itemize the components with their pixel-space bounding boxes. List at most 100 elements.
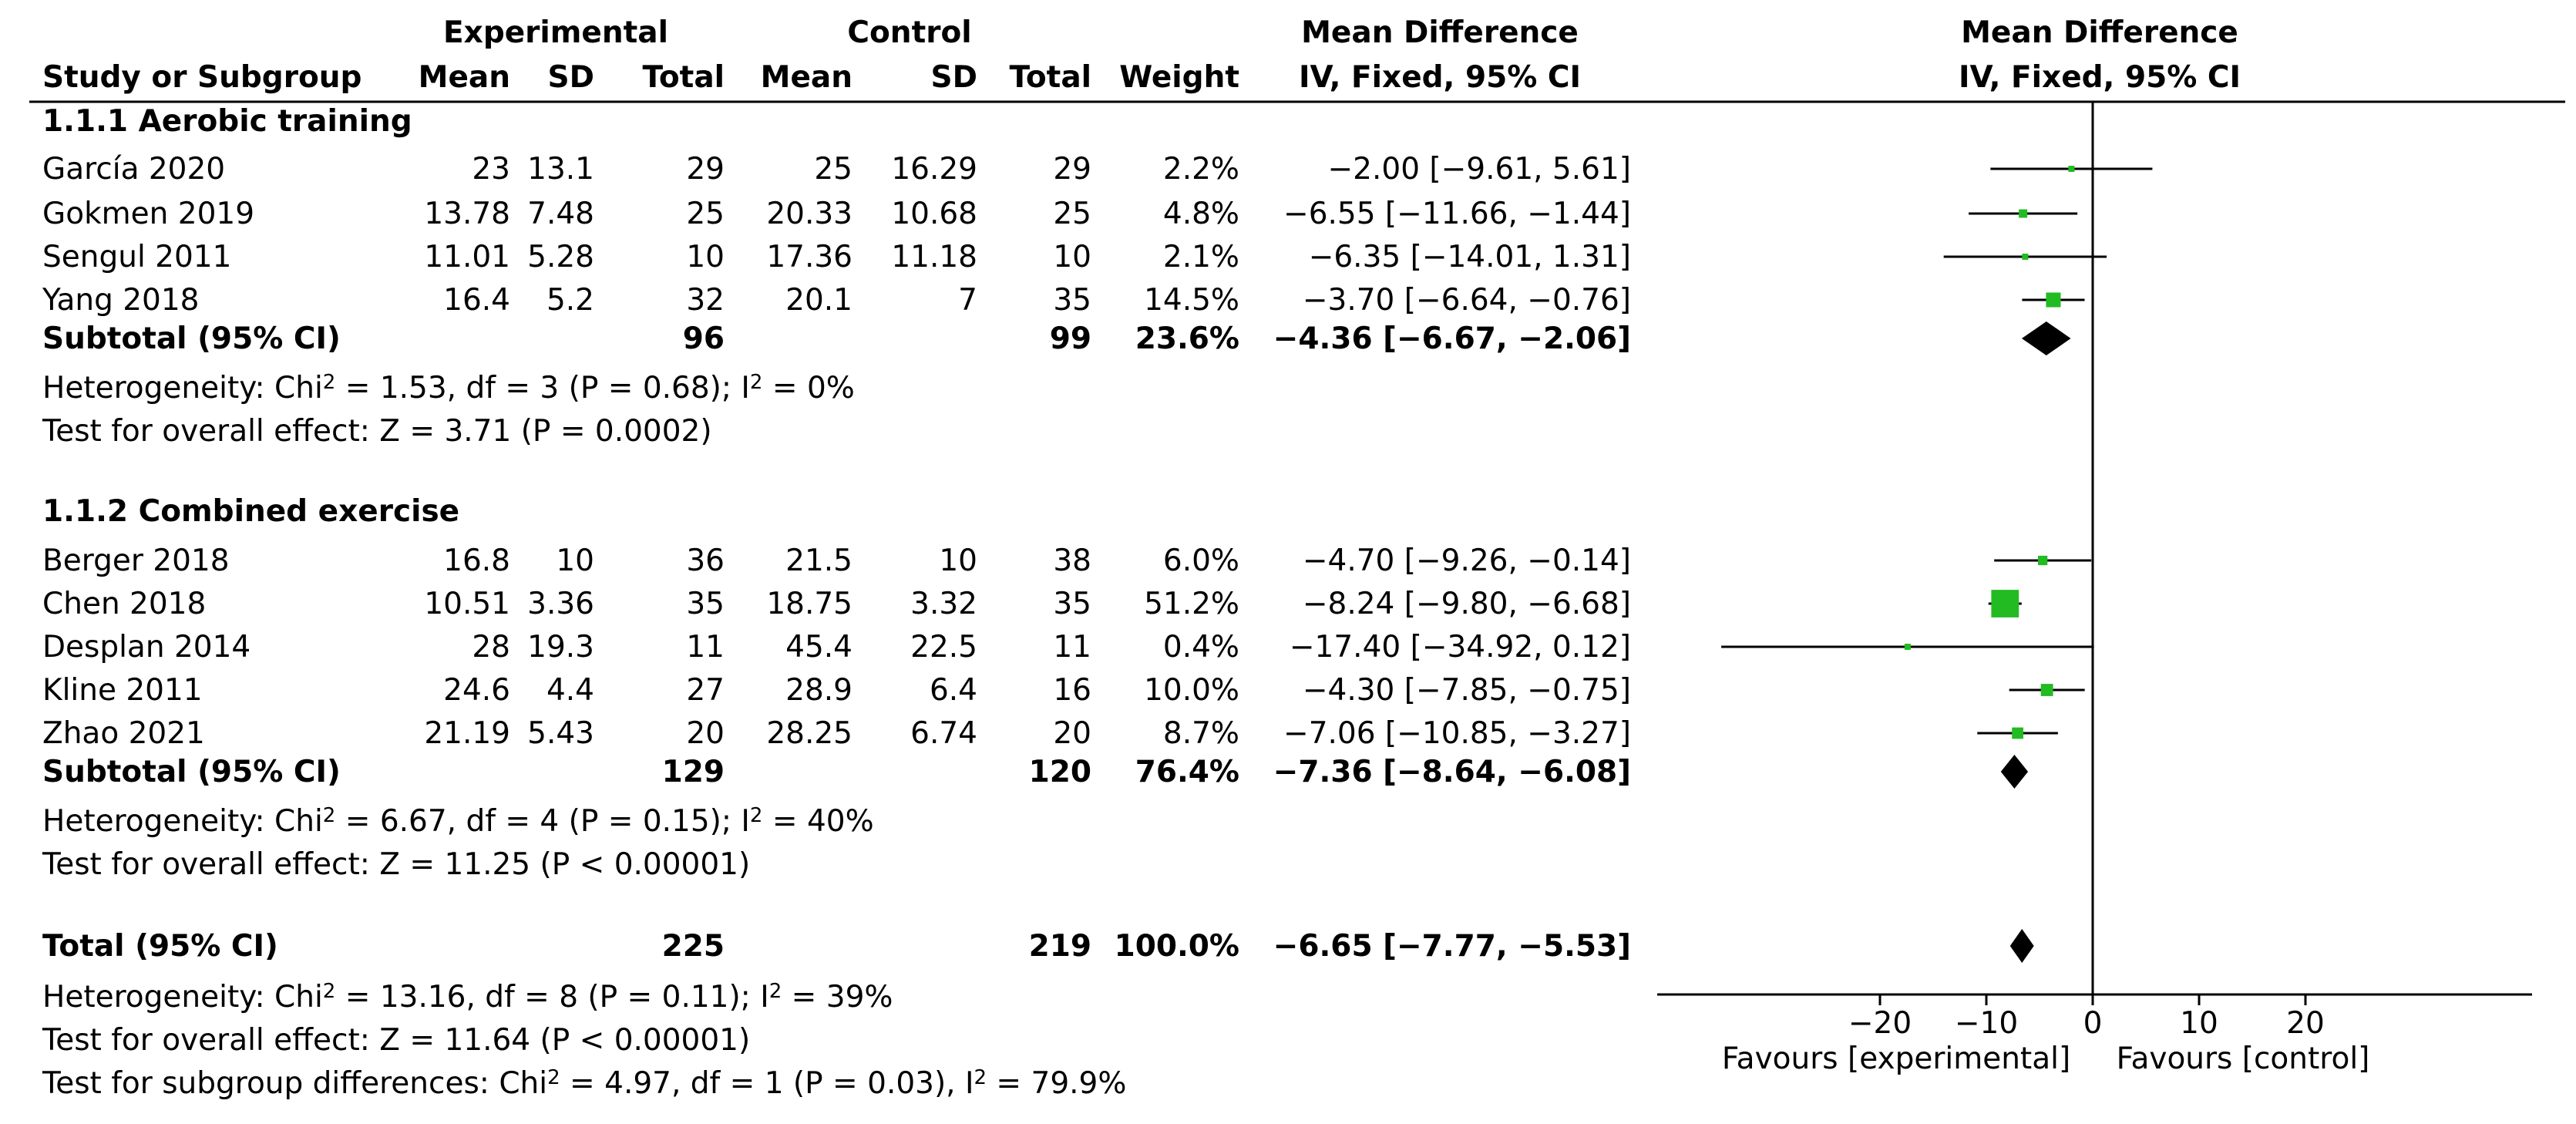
pooled-label: Subtotal (95% CI) (42, 321, 341, 356)
pooled-label: Total (95% CI) (42, 929, 278, 964)
mean1-cell: 28 (472, 630, 510, 665)
mean1-cell: 10.51 (424, 587, 510, 621)
experimental-group-header: Experimental (443, 15, 668, 50)
mean2-cell: 28.25 (766, 716, 853, 751)
sd1-cell: 5.43 (527, 716, 594, 751)
mean1-cell: 16.4 (443, 283, 510, 318)
x-tick-label: −20 (1848, 1006, 1912, 1041)
pooled-weight: 76.4% (1135, 755, 1239, 789)
ci-cell: −7.06 [−10.85, −3.27] (1283, 716, 1631, 751)
sd2-cell: 7 (958, 283, 977, 318)
overall-effect-text: Test for overall effect: Z = 11.64 (P < … (42, 1023, 750, 1058)
control-group-header: Control (847, 15, 971, 50)
pooled-total2: 99 (1050, 321, 1091, 356)
overall-effect-text: Test for overall effect: Z = 3.71 (P = 0… (42, 414, 712, 449)
sd2-cell: 6.74 (910, 716, 977, 751)
study-point-marker (2038, 555, 2048, 566)
subgroup-title: 1.1.1 Aerobic training (42, 104, 412, 139)
heterogeneity-text: Heterogeneity: Chi2 = 13.16, df = 8 (P =… (42, 980, 893, 1015)
ci-cell: −4.30 [−7.85, −0.75] (1303, 673, 1631, 708)
study-column-header: Study or Subgroup (42, 60, 362, 95)
ci-column-header: IV, Fixed, 95% CI (1299, 60, 1581, 95)
sd1-cell: 3.36 (527, 587, 594, 621)
sd1-cell: 10 (556, 543, 594, 578)
sd2-cell: 6.4 (930, 673, 977, 708)
mean1-cell: 11.01 (424, 240, 510, 274)
total2-column-header: Total (1009, 60, 1091, 95)
study-name: Kline 2011 (42, 673, 203, 708)
sd2-cell: 10.68 (891, 197, 977, 231)
sd2-cell: 16.29 (891, 152, 977, 187)
total2-cell: 10 (1053, 240, 1091, 274)
study-name: Zhao 2021 (42, 716, 205, 751)
pooled-diamond (2000, 755, 2029, 789)
ci-cell: −8.24 [−9.80, −6.68] (1303, 587, 1631, 621)
heterogeneity-text: Heterogeneity: Chi2 = 6.67, df = 4 (P = … (42, 804, 874, 839)
weight-cell: 4.8% (1163, 197, 1239, 231)
plot-mean-difference-header: Mean Difference (1961, 15, 2238, 50)
total1-cell: 20 (686, 716, 725, 751)
forest-graphic: −20 −10 0 10 20 Favours [experimental] Favours… (1657, 102, 2532, 1076)
weight-cell: 6.0% (1163, 543, 1239, 578)
overall-effect-text: Test for overall effect: Z = 11.25 (P < … (42, 847, 750, 882)
heterogeneity-text: Heterogeneity: Chi2 = 1.53, df = 3 (P = … (42, 371, 855, 406)
sd1-column-header: SD (548, 60, 594, 95)
sd1-cell: 13.1 (527, 152, 594, 187)
pooled-ci: −6.65 [−7.77, −5.53] (1273, 929, 1631, 964)
pooled-ci: −4.36 [−6.67, −2.06] (1273, 321, 1631, 356)
ci-cell: −4.70 [−9.26, −0.14] (1303, 543, 1631, 578)
mean2-cell: 20.33 (766, 197, 853, 231)
table-rows: 1.1.1 Aerobic training García 2020 23 13.1 2… (42, 104, 1631, 1101)
weight-column-header: Weight (1119, 60, 1239, 95)
study-name: García 2020 (42, 152, 225, 187)
mean2-column-header: Mean (761, 60, 853, 95)
pooled-ci: −7.36 [−8.64, −6.08] (1273, 755, 1631, 789)
x-tick-label: −10 (1955, 1006, 2018, 1041)
total1-cell: 32 (686, 283, 725, 318)
total2-cell: 20 (1053, 716, 1091, 751)
ci-cell: −2.00 [−9.61, 5.61] (1328, 152, 1632, 187)
mean2-cell: 18.75 (766, 587, 853, 621)
mean2-cell: 21.5 (785, 543, 853, 578)
study-name: Berger 2018 (42, 543, 230, 578)
sd1-cell: 5.2 (546, 283, 594, 318)
sd2-column-header: SD (931, 60, 977, 95)
study-point-marker (1904, 644, 1911, 650)
mean1-column-header: Mean (419, 60, 510, 95)
sd2-cell: 10 (939, 543, 977, 578)
study-name: Sengul 2011 (42, 240, 231, 274)
mean-difference-header: Mean Difference (1301, 15, 1579, 50)
pooled-total1: 225 (662, 929, 725, 964)
pooled-label: Subtotal (95% CI) (42, 755, 341, 789)
favours-right-label: Favours [control] (2117, 1042, 2370, 1076)
pooled-weight: 23.6% (1135, 321, 1239, 356)
subgroup-title: 1.1.2 Combined exercise (42, 494, 459, 529)
ci-cell: −6.55 [−11.66, −1.44] (1283, 197, 1631, 231)
total1-cell: 11 (686, 630, 725, 665)
mean1-cell: 21.19 (424, 716, 510, 751)
sd1-cell: 19.3 (527, 630, 594, 665)
study-point-marker (1991, 590, 2019, 618)
ci-cell: −17.40 [−34.92, 0.12] (1290, 630, 1631, 665)
pooled-total2: 219 (1029, 929, 1091, 964)
study-point-marker (2040, 684, 2053, 696)
mean2-cell: 45.4 (785, 630, 853, 665)
pooled-total2: 120 (1029, 755, 1091, 789)
pooled-total1: 129 (662, 755, 725, 789)
study-point-marker (2022, 254, 2029, 260)
total1-cell: 29 (686, 152, 725, 187)
ci-cell: −6.35 [−14.01, 1.31] (1309, 240, 1631, 274)
total2-cell: 11 (1053, 630, 1091, 665)
study-name: Yang 2018 (42, 283, 199, 318)
weight-cell: 8.7% (1163, 716, 1239, 751)
sd1-cell: 5.28 (527, 240, 594, 274)
study-point-marker (2046, 292, 2061, 308)
weight-cell: 10.0% (1144, 673, 1239, 708)
sd1-cell: 7.48 (527, 197, 594, 231)
total2-cell: 38 (1053, 543, 1091, 578)
pooled-weight: 100.0% (1115, 929, 1239, 964)
plot-ci-header: IV, Fixed, 95% CI (1959, 60, 2241, 95)
total2-cell: 25 (1053, 197, 1091, 231)
ci-cell: −3.70 [−6.64, −0.76] (1303, 283, 1631, 318)
